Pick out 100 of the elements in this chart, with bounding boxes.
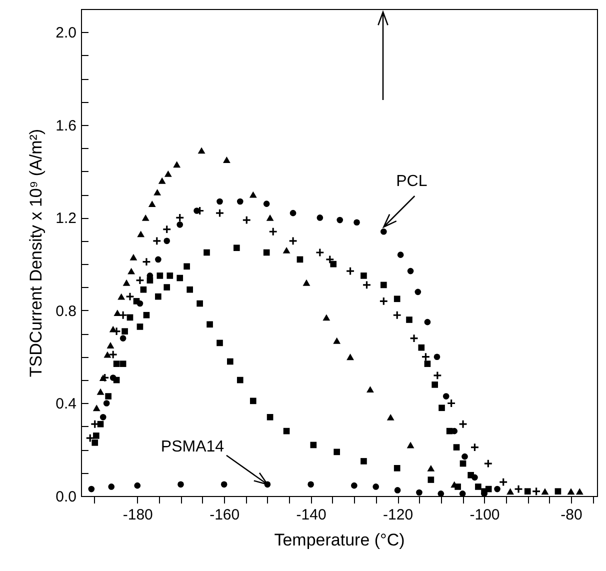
point [459,490,466,497]
point [506,488,514,495]
point [146,277,154,284]
point [468,472,474,478]
point [178,481,184,488]
point [152,236,162,246]
point [421,352,430,362]
point [442,393,450,400]
point [100,373,110,382]
point [372,484,380,490]
point [406,316,412,323]
annotation: PSMA14 [160,438,224,456]
point [330,260,337,268]
point [196,300,203,307]
point [120,335,126,342]
point [198,147,206,154]
point [308,481,314,488]
point [206,321,213,328]
point [460,460,466,467]
point [164,170,172,177]
point [333,337,341,344]
point [236,376,244,384]
point [410,334,419,343]
point [424,360,431,367]
point [86,434,95,443]
x-tick-label: -100 [470,506,500,524]
point [379,296,388,306]
point [103,400,110,406]
point [128,268,136,274]
point [351,482,358,489]
point [362,280,372,290]
point [424,318,431,326]
x-tick-label: -160 [210,506,240,524]
point [288,236,298,246]
point [125,292,135,302]
point [266,214,274,221]
point [334,448,340,456]
point [155,293,162,300]
point [438,404,445,412]
point [93,432,100,439]
point [392,310,402,320]
y-tick-label: 0.4 [56,396,76,413]
point [524,488,531,495]
point [428,476,434,483]
y-axis-title: TSDCurrent Density x 10⁹ (A/m²) [26,128,46,378]
point [126,314,134,321]
point [532,486,541,496]
point [118,293,126,300]
point [283,428,290,434]
point [104,351,112,358]
point [135,276,144,285]
point [222,156,230,163]
point [266,414,274,420]
point [143,312,150,318]
point [216,198,223,205]
point [176,274,184,282]
point [475,484,482,490]
point [438,490,444,497]
point [454,484,461,490]
point [470,442,480,452]
point [158,177,166,184]
x-tick-label: -140 [296,506,326,524]
point [394,465,400,472]
x-tick-label: -180 [122,506,153,524]
point [134,482,141,489]
point [142,214,150,221]
point [380,228,387,235]
point [346,354,354,360]
point [394,296,400,302]
point [514,484,524,494]
point [105,393,112,400]
point [88,486,95,492]
y-tick-label: 2.0 [56,24,76,42]
point [380,282,387,288]
point [166,272,174,279]
point [576,488,584,495]
point [236,198,244,205]
point [242,216,252,225]
point [427,464,435,472]
point [154,188,162,196]
point [360,458,367,464]
point [96,388,104,395]
point [484,459,493,468]
point [215,208,224,218]
y-tick-label: 1.6 [56,117,76,134]
point [173,161,181,168]
point [136,324,144,330]
point [453,444,460,450]
x-axis-title: Temperature (°C) [274,530,405,550]
point [446,428,453,434]
point [432,370,442,380]
point [92,404,100,412]
point [249,191,257,198]
point [186,286,193,293]
point [397,252,404,258]
point [108,350,118,360]
point [494,486,500,492]
point [354,219,360,226]
point [336,216,344,224]
point [458,420,468,429]
